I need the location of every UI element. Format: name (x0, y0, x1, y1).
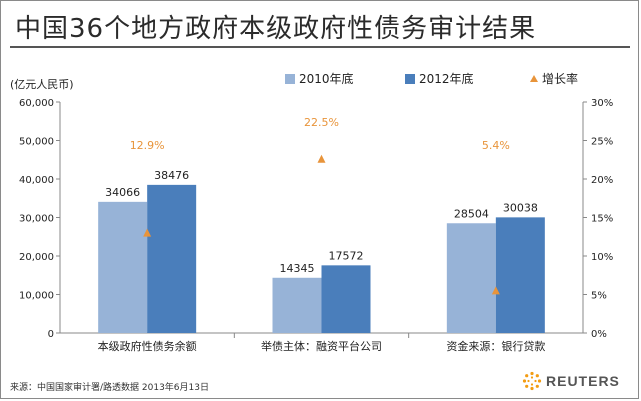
bar-2010 (272, 277, 322, 333)
legend-item-2012: 2012年底 (405, 70, 474, 87)
category-label: 本级政府性债务余额 (98, 339, 197, 353)
legend-label-2012: 2012年底 (419, 72, 474, 86)
legend-label-2010: 2010年底 (299, 72, 354, 86)
legend-triangle-icon (530, 75, 538, 82)
bar-value-label: 17572 (329, 249, 364, 262)
bar-2012 (495, 217, 545, 333)
bar-value-label: 14345 (280, 262, 315, 275)
growth-rate-label: 22.5% (304, 116, 339, 129)
y-axis-tick-label: 10,000 (19, 291, 54, 302)
y-axis-tick-label: 40,000 (19, 175, 54, 186)
title-divider (10, 46, 630, 48)
bar-value-label: 38476 (154, 169, 189, 182)
bar-value-label: 30038 (503, 201, 538, 214)
bar-value-label: 28504 (454, 207, 489, 220)
reuters-dots-icon (522, 371, 542, 391)
bar-2012 (321, 265, 371, 333)
growth-rate-marker (317, 154, 326, 163)
y-axis-tick-label: 20,000 (19, 252, 54, 263)
legend-swatch-2010 (285, 74, 295, 84)
y-axis-tick-label: 50,000 (19, 137, 54, 148)
y2-axis-tick-label: 15% (591, 214, 613, 225)
y-axis-tick-label: 30,000 (19, 214, 54, 225)
category-label: 举债主体：融资平台公司 (261, 339, 382, 353)
bar-value-label: 34066 (105, 186, 140, 199)
category-label: 资金来源：银行贷款 (446, 339, 545, 353)
y-axis-tick-label: 60,000 (19, 98, 54, 109)
growth-rate-marker (491, 286, 500, 295)
growth-rate-marker (143, 228, 152, 237)
y2-axis-tick-label: 10% (591, 252, 613, 263)
y2-axis-tick-label: 0% (591, 329, 607, 340)
legend-label-growth: 增长率 (542, 72, 579, 86)
legend-item-2010: 2010年底 (285, 70, 354, 87)
y2-axis-tick-label: 30% (591, 98, 613, 109)
bar-2010 (446, 223, 496, 333)
y2-axis-tick-label: 20% (591, 175, 613, 186)
growth-rate-label: 12.9% (130, 139, 165, 152)
legend-item-growth: 增长率 (530, 70, 578, 87)
y2-axis-tick-label: 25% (591, 137, 613, 148)
y2-axis-tick-label: 5% (591, 291, 607, 302)
legend-swatch-2012 (405, 74, 415, 84)
bar-2010 (98, 201, 148, 333)
y-axis-tick-label: 0 (48, 329, 54, 340)
source-note: 来源：中国国家审计署/路透数据 2013年6月13日 (10, 383, 209, 393)
bar-2012 (147, 184, 197, 333)
chart-title: 中国36个地方政府本级政府性债务审计结果 (15, 14, 537, 44)
growth-rate-label: 5.4% (482, 139, 510, 152)
y-axis-unit-label: (亿元人民币) (10, 78, 74, 91)
brand-wordmark: REUTERS (546, 373, 620, 389)
